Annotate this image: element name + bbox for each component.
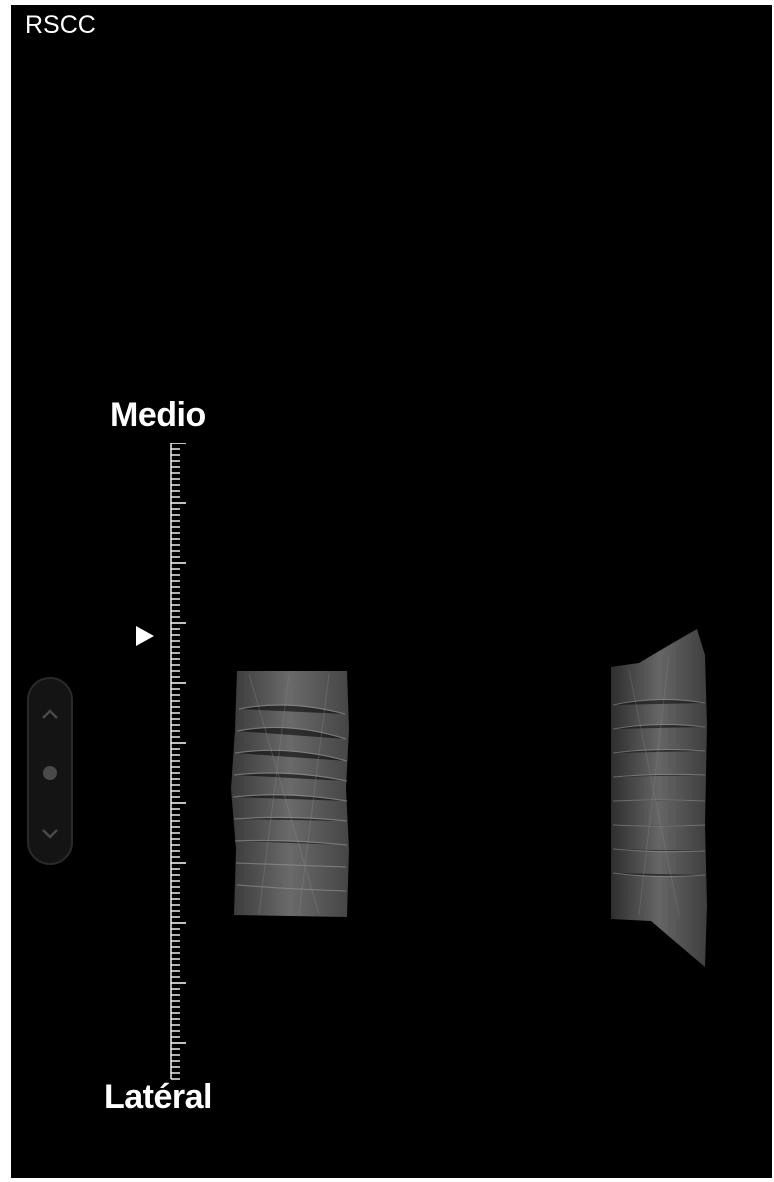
orientation-top-label: Medio (110, 396, 206, 434)
depth-ruler (170, 443, 186, 1080)
slice-down-button[interactable] (29, 819, 71, 849)
dot-icon[interactable] (43, 766, 57, 780)
ultrasound-image-left (231, 671, 349, 917)
chevron-down-icon (42, 829, 58, 839)
slice-up-button[interactable] (29, 699, 71, 729)
view-label: RSCC (25, 11, 96, 39)
chevron-up-icon (42, 709, 58, 719)
image-viewport[interactable]: RSCC Medio Latéral (11, 5, 772, 1178)
ultrasound-image-right (611, 629, 707, 967)
orientation-bottom-label: Latéral (104, 1078, 213, 1116)
slice-navigator (27, 677, 73, 865)
slice-pointer-icon[interactable] (136, 626, 154, 646)
